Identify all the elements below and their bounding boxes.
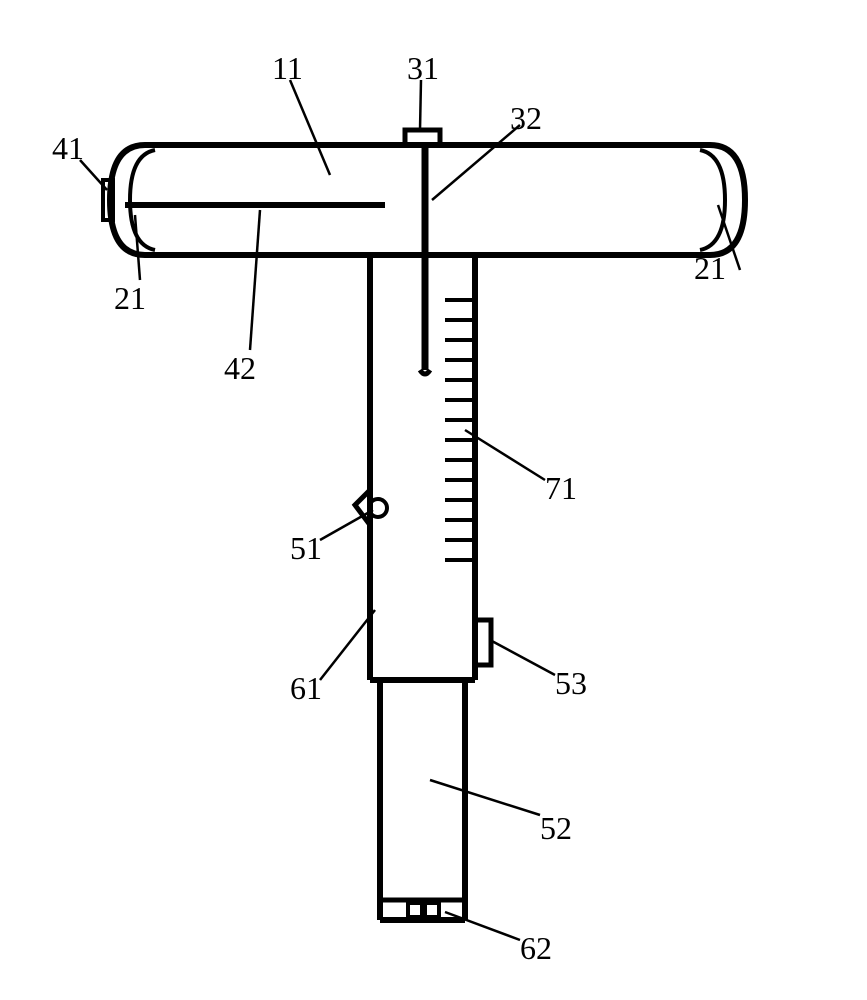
technical-diagram: [0, 0, 867, 1000]
label-21-left: 21: [114, 280, 146, 317]
label-11: 11: [272, 50, 303, 87]
label-21-right: 21: [694, 250, 726, 287]
label-41: 41: [52, 130, 84, 167]
label-62: 62: [520, 930, 552, 967]
label-51: 51: [290, 530, 322, 567]
label-61: 61: [290, 670, 322, 707]
vertical-body-lower: [380, 680, 465, 920]
top-button: [405, 130, 440, 145]
label-42: 42: [224, 350, 256, 387]
label-71: 71: [545, 470, 577, 507]
scale-ticks: [445, 300, 475, 560]
inner-vertical-line: [420, 145, 430, 374]
label-32: 32: [510, 100, 542, 137]
label-53: 53: [555, 665, 587, 702]
side-button: [475, 620, 491, 665]
label-31: 31: [407, 50, 439, 87]
leader-lines: [80, 80, 740, 940]
label-52: 52: [540, 810, 572, 847]
